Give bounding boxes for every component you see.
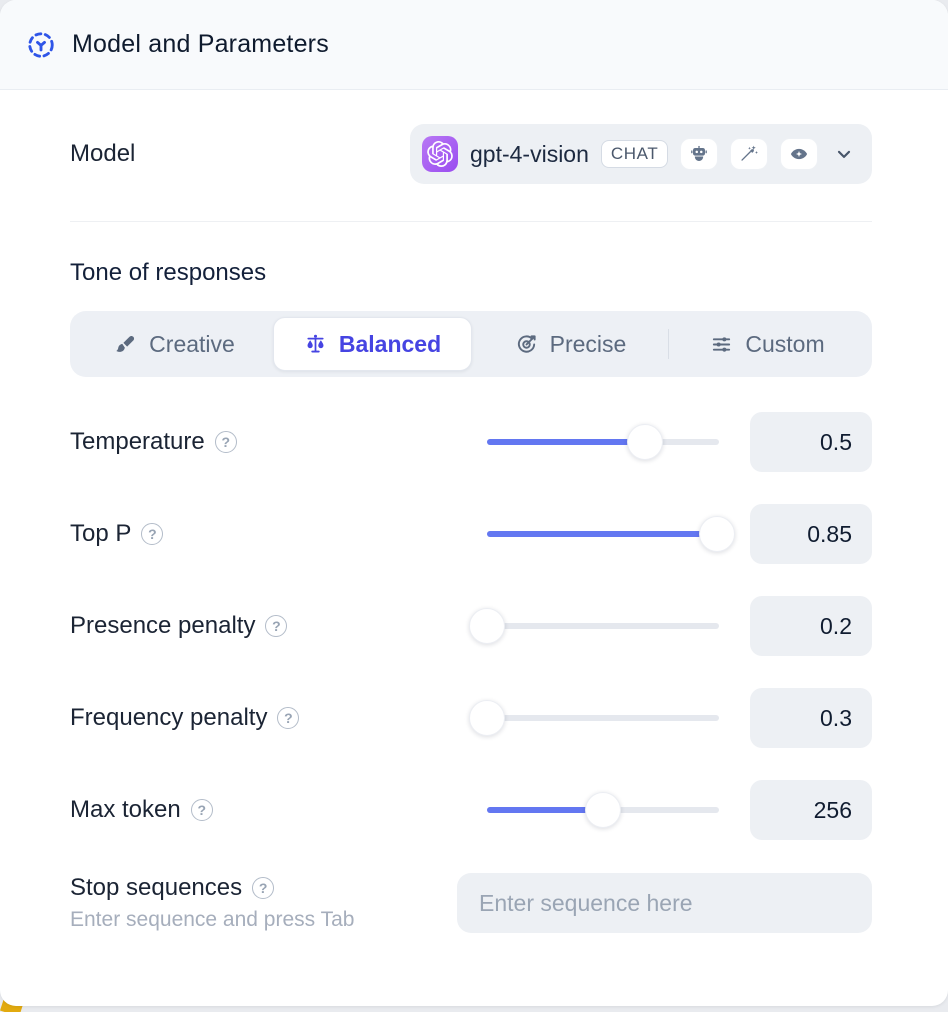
stop-sequence-input[interactable] [457, 873, 872, 933]
stop-sequences-hint: Enter sequence and press Tab [70, 908, 355, 931]
slider-fill [487, 439, 645, 445]
stop-sequences-row: Stop sequences ? Enter sequence and pres… [70, 873, 872, 933]
slider-fill [487, 531, 717, 537]
slider-track [487, 623, 719, 629]
panel-title: Model and Parameters [72, 30, 329, 58]
tone-option-balanced[interactable]: Balanced [273, 317, 472, 371]
assistant-robot-icon [680, 138, 719, 170]
panel-body: Model gpt-4-vision CHAT [0, 124, 948, 933]
magic-wand-icon [730, 138, 769, 170]
slider-thumb[interactable] [585, 792, 621, 828]
tone-option-label: Creative [149, 330, 235, 357]
chevron-down-icon [838, 150, 851, 158]
section-divider [70, 221, 872, 222]
tone-segmented-control: Creative Balanced [70, 311, 872, 377]
slider-thumb[interactable] [626, 424, 663, 460]
tone-option-label: Custom [745, 330, 825, 357]
presence-penalty-row: Presence penalty ? 0.2 [70, 596, 872, 656]
max-token-slider[interactable] [487, 792, 719, 828]
temperature-label: Temperature [70, 428, 205, 455]
model-type-badge: CHAT [600, 140, 669, 168]
tone-option-precise[interactable]: Precise [472, 317, 669, 371]
tone-option-label: Precise [549, 330, 627, 357]
temperature-value[interactable]: 0.5 [750, 412, 872, 472]
tone-heading: Tone of responses [70, 259, 267, 286]
top-p-value[interactable]: 0.85 [750, 504, 872, 564]
slider-thumb[interactable] [469, 700, 505, 736]
sliders-icon [713, 336, 731, 352]
top-p-row: Top P ? 0.85 [70, 504, 872, 564]
tone-option-label: Balanced [338, 330, 442, 357]
vision-eye-icon [780, 138, 819, 170]
frequency-penalty-slider[interactable] [469, 700, 719, 736]
tone-option-custom[interactable]: Custom [669, 317, 866, 371]
top-p-label: Top P [70, 520, 132, 547]
max-token-value[interactable]: 256 [750, 780, 872, 840]
slider-fill [487, 807, 603, 813]
model-dashed-circle-icon [28, 31, 54, 58]
top-p-slider[interactable] [487, 516, 735, 552]
model-select-dropdown[interactable]: gpt-4-vision CHAT [410, 124, 872, 184]
presence-penalty-value[interactable]: 0.2 [750, 596, 872, 656]
max-token-row: Max token ? 256 [70, 780, 872, 840]
help-icon[interactable]: ? [214, 431, 237, 453]
temperature-slider[interactable] [487, 424, 719, 460]
model-row: Model gpt-4-vision CHAT [70, 124, 872, 184]
slider-thumb[interactable] [469, 608, 505, 644]
panel-header: Model and Parameters [0, 0, 948, 90]
help-icon[interactable]: ? [265, 615, 288, 637]
max-token-label: Max token [70, 796, 181, 823]
help-icon[interactable]: ? [277, 707, 300, 729]
presence-penalty-label: Presence penalty [70, 612, 256, 639]
slider-track [487, 715, 719, 721]
frequency-penalty-label: Frequency penalty [70, 704, 268, 731]
selected-model-name: gpt-4-vision [470, 140, 589, 167]
presence-penalty-slider[interactable] [469, 608, 719, 644]
frequency-penalty-row: Frequency penalty ? 0.3 [70, 688, 872, 748]
openai-logo [422, 136, 458, 172]
temperature-row: Temperature ? 0.5 [70, 412, 872, 472]
help-icon[interactable]: ? [190, 799, 213, 821]
slider-thumb[interactable] [698, 516, 735, 552]
balance-scale-icon [307, 334, 324, 352]
help-icon[interactable]: ? [252, 877, 275, 899]
help-icon[interactable]: ? [141, 523, 164, 545]
paintbrush-icon [116, 335, 135, 352]
stop-sequences-label: Stop sequences [70, 874, 243, 901]
model-label: Model [70, 140, 136, 167]
tone-option-creative[interactable]: Creative [76, 317, 273, 371]
frequency-penalty-value[interactable]: 0.3 [750, 688, 872, 748]
target-arrow-icon [517, 334, 536, 353]
